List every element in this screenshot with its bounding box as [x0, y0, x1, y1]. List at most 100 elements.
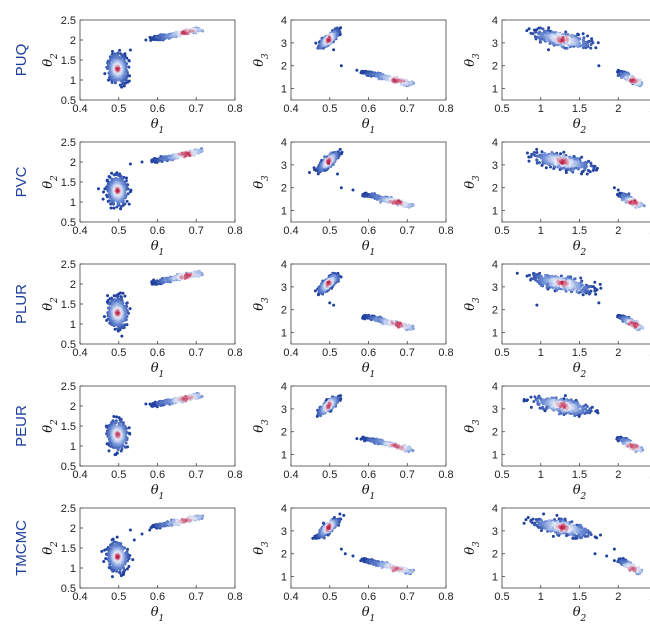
sample-point [538, 39, 542, 43]
sample-point [365, 72, 369, 76]
sample-point [116, 189, 120, 193]
x-tick-label: 0.6 [150, 347, 165, 359]
x-tick-label: 1.5 [572, 103, 587, 115]
panel-puq-3: 0.511.522.51234θ2θ3 [463, 15, 650, 136]
sample-point [596, 41, 600, 45]
sample-point [529, 155, 533, 159]
sample-point [107, 199, 111, 203]
x-tick-label: 0.5 [494, 103, 509, 115]
y-tick-label: 1.5 [61, 299, 76, 311]
axes-frame [79, 263, 236, 345]
sample-point [624, 76, 628, 80]
x-tick-label: 0.7 [189, 103, 204, 115]
x-axis-label: θ2 [573, 117, 587, 136]
y-axis-label: θ2 [41, 175, 60, 189]
y-tick-label: 0.5 [61, 217, 76, 229]
scatter-points [102, 269, 204, 338]
axes-frame [290, 19, 447, 101]
sample-point [534, 30, 538, 34]
sample-point [565, 46, 569, 50]
sample-point [326, 38, 330, 42]
x-tick-label: 1.5 [572, 225, 587, 237]
sample-point [128, 162, 132, 166]
sample-point [110, 171, 114, 175]
sample-point [186, 151, 190, 155]
sample-point [578, 157, 582, 161]
sample-point [118, 48, 122, 52]
sample-point [125, 301, 129, 305]
sample-point [351, 188, 355, 192]
sample-point [355, 68, 359, 72]
sample-point [166, 34, 170, 38]
sample-point [122, 56, 126, 60]
sample-point [118, 83, 122, 87]
y-tick-label: 1 [492, 206, 498, 218]
sample-point [96, 187, 100, 191]
x-tick-label: 0.5 [322, 225, 337, 237]
sample-point [150, 158, 154, 162]
y-tick-label: 1 [70, 319, 76, 331]
x-tick-label: 0.8 [227, 225, 242, 237]
sample-point [120, 334, 124, 338]
sample-point [161, 35, 165, 39]
sample-point [101, 197, 105, 201]
sample-point [160, 157, 164, 161]
sample-point [185, 31, 189, 35]
sample-point [164, 158, 168, 162]
sample-point [327, 161, 331, 165]
y-tick-label: 2.5 [61, 137, 76, 149]
sample-point [114, 173, 118, 177]
sample-point [585, 172, 589, 176]
y-axis-label: θ2 [41, 53, 60, 67]
sample-point [589, 46, 593, 50]
sample-point [554, 161, 558, 165]
sample-point [127, 202, 131, 206]
sample-point [125, 199, 129, 203]
axes-frame [501, 19, 650, 101]
x-tick-label: 0.4 [283, 103, 298, 115]
y-tick-label: 2.5 [61, 15, 76, 27]
scatter-points [525, 26, 644, 88]
sample-point [565, 37, 569, 41]
x-axis-label: θ1 [151, 117, 165, 136]
sample-point [151, 280, 155, 284]
y-tick-label: 3 [492, 160, 498, 172]
y-axis-label: θ3 [463, 53, 482, 67]
y-tick-label: 2 [281, 183, 287, 195]
sample-point [371, 193, 375, 197]
sample-point [102, 315, 106, 319]
sample-point [116, 56, 120, 60]
sample-point [565, 34, 569, 38]
sample-point [395, 76, 399, 80]
sample-point [108, 302, 112, 306]
sample-point [128, 307, 132, 311]
sample-point [122, 84, 126, 88]
y-tick-label: 0.5 [61, 95, 76, 107]
x-tick-label: 0.5 [111, 225, 126, 237]
sample-point [140, 160, 144, 164]
y-tick-label: 2.5 [61, 259, 76, 271]
y-tick-label: 0.5 [61, 339, 76, 351]
sample-point [361, 70, 365, 74]
x-tick-label: 2 [615, 225, 621, 237]
sample-point [364, 193, 368, 197]
y-tick-label: 4 [281, 137, 287, 149]
sample-point [392, 78, 396, 82]
sample-point [339, 64, 343, 68]
y-tick-label: 1 [281, 206, 287, 218]
sample-point [102, 190, 106, 194]
sample-point [592, 167, 596, 171]
sample-point [560, 161, 564, 165]
y-tick-label: 3 [492, 38, 498, 50]
x-tick-label: 0.6 [361, 103, 376, 115]
y-tick-label: 1 [70, 197, 76, 209]
sample-point [561, 155, 565, 159]
sample-point [576, 33, 580, 37]
sample-point [564, 30, 568, 34]
sample-point [380, 75, 384, 79]
sample-point [110, 50, 114, 54]
sample-point [127, 59, 131, 63]
x-axis-label: θ1 [151, 239, 165, 258]
